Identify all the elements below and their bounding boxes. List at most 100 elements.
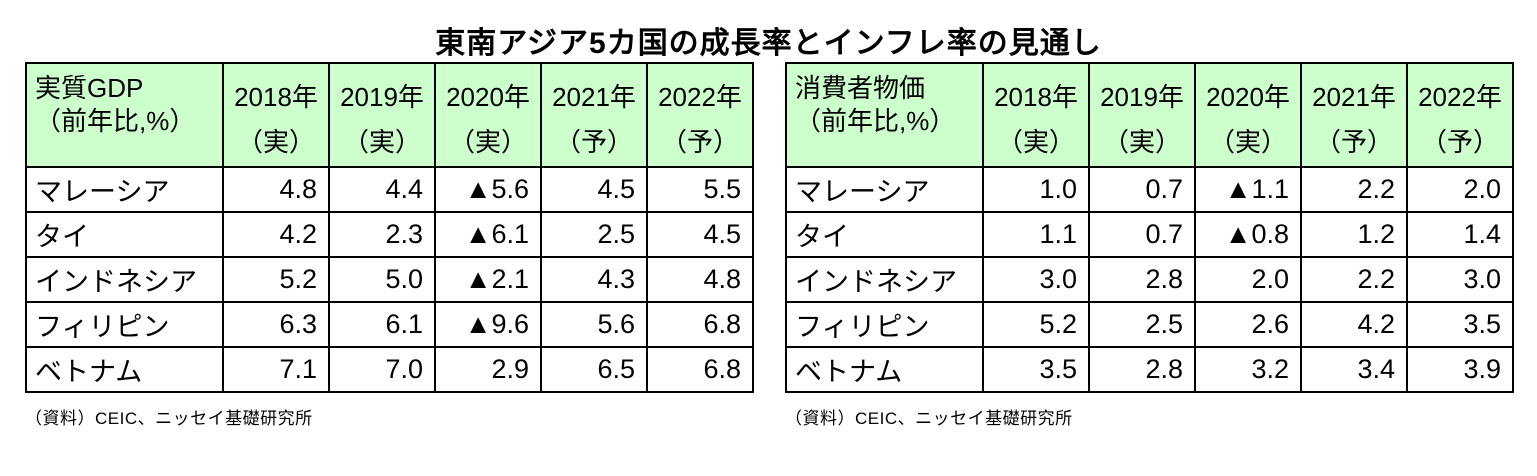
real-gdp-data-table: 実質GDP （前年比,%） 2018年 （実） 2019年 （実） bbox=[25, 62, 754, 393]
value-cell: ▲6.1 bbox=[434, 211, 542, 258]
country-cell: マレーシア bbox=[25, 166, 224, 213]
value-cell: 2.5 bbox=[540, 211, 648, 258]
value-cell: ▲2.1 bbox=[434, 256, 542, 303]
status-label: （実） bbox=[1102, 127, 1181, 157]
country-cell: インドネシア bbox=[785, 256, 984, 303]
real-gdp-table: 実質GDP （前年比,%） 2018年 （実） 2019年 （実） bbox=[25, 62, 754, 429]
value-cell: 7.1 bbox=[222, 346, 330, 393]
value-cell: 2.2 bbox=[1300, 166, 1408, 213]
header-row: 消費者物価 （前年比,%） 2018年 （実） 2019年 （実） bbox=[785, 62, 1514, 168]
status-label: （実） bbox=[342, 127, 421, 157]
year-header-2020: 2020年 （実） bbox=[434, 62, 542, 168]
value-cell: 2.9 bbox=[434, 346, 542, 393]
year-label: 2020年 bbox=[1206, 82, 1290, 112]
year-label: 2018年 bbox=[994, 82, 1078, 112]
cpi-table: 消費者物価 （前年比,%） 2018年 （実） 2019年 （実） bbox=[785, 62, 1514, 429]
value-cell: 1.0 bbox=[982, 166, 1090, 213]
table-title: 消費者物価 bbox=[795, 73, 926, 103]
value-cell: 3.5 bbox=[1406, 301, 1514, 348]
corner-cell: 実質GDP （前年比,%） bbox=[25, 62, 224, 168]
country-cell: ベトナム bbox=[785, 346, 984, 393]
year-header-2019: 2019年 （実） bbox=[1088, 62, 1196, 168]
value-cell: 0.7 bbox=[1088, 211, 1196, 258]
value-cell: 2.6 bbox=[1194, 301, 1302, 348]
value-cell: 6.8 bbox=[646, 301, 754, 348]
year-header-2022: 2022年 （予） bbox=[1406, 62, 1514, 168]
year-header-2018: 2018年 （実） bbox=[222, 62, 330, 168]
table-row: タイ 4.2 2.3 ▲6.1 2.5 4.5 bbox=[25, 211, 754, 258]
value-cell: 6.1 bbox=[328, 301, 436, 348]
status-label: （予） bbox=[660, 127, 739, 157]
value-cell: 2.8 bbox=[1088, 256, 1196, 303]
status-label: （実） bbox=[996, 127, 1075, 157]
value-cell: 2.2 bbox=[1300, 256, 1408, 303]
table-title: 実質GDP bbox=[35, 73, 144, 103]
value-cell: 4.2 bbox=[1300, 301, 1408, 348]
year-label: 2018年 bbox=[234, 82, 318, 112]
value-cell: 3.0 bbox=[1406, 256, 1514, 303]
value-cell: 6.3 bbox=[222, 301, 330, 348]
value-cell: 4.5 bbox=[540, 166, 648, 213]
header-row: 実質GDP （前年比,%） 2018年 （実） 2019年 （実） bbox=[25, 62, 754, 168]
value-cell: 6.5 bbox=[540, 346, 648, 393]
value-cell: 5.2 bbox=[982, 301, 1090, 348]
value-cell: 3.4 bbox=[1300, 346, 1408, 393]
value-cell: ▲5.6 bbox=[434, 166, 542, 213]
value-cell: 6.8 bbox=[646, 346, 754, 393]
year-label: 2020年 bbox=[446, 82, 530, 112]
value-cell: 2.0 bbox=[1194, 256, 1302, 303]
value-cell: 3.9 bbox=[1406, 346, 1514, 393]
year-label: 2022年 bbox=[658, 82, 742, 112]
value-cell: ▲0.8 bbox=[1194, 211, 1302, 258]
status-label: （予） bbox=[1314, 127, 1393, 157]
year-header-2018: 2018年 （実） bbox=[982, 62, 1090, 168]
year-header-2021: 2021年 （予） bbox=[540, 62, 648, 168]
table-row: タイ 1.1 0.7 ▲0.8 1.2 1.4 bbox=[785, 211, 1514, 258]
value-cell: 4.8 bbox=[222, 166, 330, 213]
table-row: ベトナム 3.5 2.8 3.2 3.4 3.9 bbox=[785, 346, 1514, 393]
year-label: 2022年 bbox=[1418, 82, 1502, 112]
value-cell: 3.5 bbox=[982, 346, 1090, 393]
value-cell: ▲1.1 bbox=[1194, 166, 1302, 213]
value-cell: 2.8 bbox=[1088, 346, 1196, 393]
value-cell: 3.0 bbox=[982, 256, 1090, 303]
value-cell: 4.8 bbox=[646, 256, 754, 303]
country-cell: タイ bbox=[785, 211, 984, 258]
value-cell: ▲9.6 bbox=[434, 301, 542, 348]
value-cell: 0.7 bbox=[1088, 166, 1196, 213]
value-cell: 5.6 bbox=[540, 301, 648, 348]
table-row: インドネシア 3.0 2.8 2.0 2.2 3.0 bbox=[785, 256, 1514, 303]
year-header-2020: 2020年 （実） bbox=[1194, 62, 1302, 168]
status-label: （実） bbox=[236, 127, 315, 157]
value-cell: 5.5 bbox=[646, 166, 754, 213]
table-row: マレーシア 4.8 4.4 ▲5.6 4.5 5.5 bbox=[25, 166, 754, 213]
value-cell: 1.2 bbox=[1300, 211, 1408, 258]
value-cell: 1.1 bbox=[982, 211, 1090, 258]
value-cell: 1.4 bbox=[1406, 211, 1514, 258]
country-cell: マレーシア bbox=[785, 166, 984, 213]
value-cell: 3.2 bbox=[1194, 346, 1302, 393]
country-cell: フィリピン bbox=[785, 301, 984, 348]
status-label: （実） bbox=[1208, 127, 1287, 157]
year-header-2022: 2022年 （予） bbox=[646, 62, 754, 168]
cpi-data-table: 消費者物価 （前年比,%） 2018年 （実） 2019年 （実） bbox=[785, 62, 1514, 393]
table-row: フィリピン 6.3 6.1 ▲9.6 5.6 6.8 bbox=[25, 301, 754, 348]
year-header-2019: 2019年 （実） bbox=[328, 62, 436, 168]
table-row: インドネシア 5.2 5.0 ▲2.1 4.3 4.8 bbox=[25, 256, 754, 303]
value-cell: 5.0 bbox=[328, 256, 436, 303]
value-cell: 4.2 bbox=[222, 211, 330, 258]
country-cell: ベトナム bbox=[25, 346, 224, 393]
year-label: 2021年 bbox=[552, 82, 636, 112]
country-cell: フィリピン bbox=[25, 301, 224, 348]
table-row: マレーシア 1.0 0.7 ▲1.1 2.2 2.0 bbox=[785, 166, 1514, 213]
table-row: ベトナム 7.1 7.0 2.9 6.5 6.8 bbox=[25, 346, 754, 393]
year-header-2021: 2021年 （予） bbox=[1300, 62, 1408, 168]
value-cell: 2.3 bbox=[328, 211, 436, 258]
figure-title: 東南アジア5カ国の成長率とインフレ率の見通し bbox=[435, 27, 1102, 60]
table-subtitle: （前年比,%） bbox=[795, 106, 956, 136]
year-label: 2021年 bbox=[1312, 82, 1396, 112]
value-cell: 5.2 bbox=[222, 256, 330, 303]
status-label: （予） bbox=[1420, 127, 1499, 157]
status-label: （実） bbox=[448, 127, 527, 157]
